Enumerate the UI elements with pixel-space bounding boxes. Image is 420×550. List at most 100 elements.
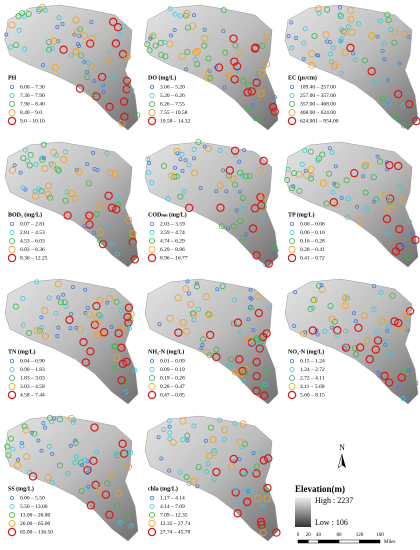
site [371,80,377,86]
legend-symbol [289,85,294,90]
site [252,386,261,396]
site [57,299,64,306]
site [252,78,261,87]
site [233,152,239,158]
site [237,217,244,224]
legend-label: 0.28 – 0.41 [300,247,325,253]
legend-label: 3.00 – 5.20 [160,84,185,90]
site [364,206,370,212]
legend-symbol [8,238,15,245]
site [41,164,49,172]
site [373,336,383,345]
site [345,24,351,30]
site [78,52,85,59]
site [394,323,402,331]
site [95,486,103,494]
site [241,378,247,384]
site [370,174,377,181]
site [174,328,183,337]
site [74,167,79,172]
site [167,6,173,12]
site [70,419,76,425]
site [50,451,55,456]
site [391,29,399,37]
site [380,48,385,53]
site [167,468,172,473]
site [85,471,90,476]
site [92,499,98,505]
site [182,285,190,293]
site [352,351,359,358]
site [404,317,410,323]
legend-label: 12.35 – 27.74 [160,521,191,527]
site [14,461,22,469]
basin [4,278,139,405]
map-panel: BOD₅ (mg/L) 0.07 – 2.81 2.81 – 4.53 4.53 – … [4,141,139,268]
site [242,147,247,152]
site [285,167,291,173]
legend-label: 6.29 – 8.96 [160,247,185,253]
site [245,105,252,112]
site [405,328,410,333]
scale-label: 20 [306,533,312,538]
legend-label: 0.47 – 0.85 [160,392,185,398]
site [149,32,157,40]
site [394,318,403,328]
site [212,352,221,362]
legend-symbol [149,504,155,510]
site [246,173,253,180]
site [91,480,100,490]
site [243,487,249,493]
site [256,70,263,77]
site [206,452,214,460]
site [62,149,68,155]
site [202,27,207,32]
site [340,28,347,35]
site [348,28,356,36]
site [201,42,208,49]
site [374,330,380,336]
site [199,346,204,351]
site [248,224,258,233]
site [20,185,26,191]
site [385,100,391,106]
site [384,11,391,18]
site [157,322,162,327]
site [385,17,392,24]
site [311,33,318,40]
site [233,509,242,518]
site [261,504,267,510]
map-panel: TP (mg/L) 0.00 – 0.06 0.06 – 0.16 0.16 – 0.… [284,141,420,268]
site [111,39,121,48]
site [71,194,79,202]
site [81,32,89,40]
site [83,287,88,292]
site [186,162,192,168]
site [98,239,108,249]
site [37,327,44,334]
site [228,356,235,363]
site [93,331,101,339]
site [252,115,259,122]
site [113,354,121,362]
site [327,51,333,57]
site [114,329,123,338]
site [157,39,164,46]
site [263,483,272,493]
site [114,251,120,257]
site [146,47,153,54]
site [372,284,377,289]
site [393,161,403,171]
site [252,357,261,367]
legend-label: 6.26 – 7.55 [160,101,185,107]
site [347,6,355,14]
site [264,259,274,268]
site [189,310,196,317]
site [98,80,104,86]
legend-label: 4.53 – 6.03 [20,238,45,244]
site [93,319,101,327]
site [69,312,74,317]
site [86,484,91,489]
site [237,169,244,176]
legend-title: EC (μs/cm) [288,74,317,81]
